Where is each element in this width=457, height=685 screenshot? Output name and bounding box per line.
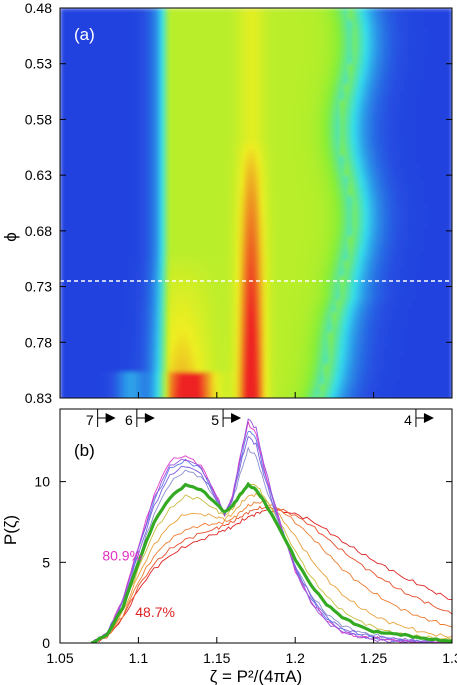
panel-b-series <box>90 418 452 643</box>
panel-b-x-tick-label: 1.05 <box>46 650 73 666</box>
panel-b-y-axis-label: P(ζ) <box>1 515 20 545</box>
top-marker-label: 5 <box>211 412 219 428</box>
panel-a-y-tick-label: 0.53 <box>25 56 52 72</box>
panel-a-y-tick-label: 0.78 <box>25 334 52 350</box>
series-line <box>91 501 452 643</box>
panel-a-y-tick-label: 0.68 <box>25 223 52 239</box>
series-line <box>91 418 452 643</box>
panel-a: 0.48 0.53 0.58 0.63 0.68 0.73 0.78 0.83 (a) ϕ <box>1 0 453 406</box>
top-marker-label: 7 <box>86 412 94 428</box>
panel-a-y-tick-label: 0.83 <box>25 390 52 406</box>
series-line <box>91 446 452 643</box>
top-marker-4: 4 <box>404 409 434 428</box>
panel-b-x-axis: 1.05 1.1 1.15 1.2 1.25 1.3 <box>46 637 457 666</box>
top-marker-label: 4 <box>404 412 412 428</box>
panel-b-top-markers: 7 6 5 4 <box>86 409 434 428</box>
panel-b-x-tick-label: 1.2 <box>285 650 305 666</box>
panel-a-y-axis: 0.48 0.53 0.58 0.63 0.68 0.73 0.78 0.83 <box>25 0 452 406</box>
panel-b-y-tick-label: 0 <box>42 635 50 651</box>
panel-b-label: (b) <box>74 441 95 460</box>
panel-b-x-tick-label: 1.15 <box>203 650 230 666</box>
panel-b-y-tick-label: 5 <box>42 554 50 570</box>
panel-a-y-axis-label: ϕ <box>1 232 20 242</box>
series-line <box>91 505 452 643</box>
panel-b-frame <box>59 408 453 644</box>
panel-b: 1.05 1.1 1.15 1.2 1.25 1.3 0 5 10 7 6 5 4 80.9% 48.… <box>1 408 457 685</box>
panel-b-x-tick-label: 1.25 <box>360 650 387 666</box>
annotation-text: 80.9% <box>102 548 142 564</box>
series-line <box>91 435 452 643</box>
highlight-series-line <box>90 481 452 643</box>
annotation-text: 48.7% <box>135 604 175 620</box>
panel-b-annotations: 80.9% 48.7% <box>102 548 175 620</box>
panel-b-y-tick-label: 10 <box>34 474 50 490</box>
panel-a-frame <box>59 7 453 399</box>
panel-a-y-tick-label: 0.73 <box>25 279 52 295</box>
series-line <box>91 420 452 643</box>
panel-b-x-tick-label: 1.1 <box>129 650 149 666</box>
series-line <box>91 483 452 643</box>
top-marker-5: 5 <box>211 409 242 428</box>
panel-b-x-axis-label: ζ = P²/(4πA) <box>210 667 302 685</box>
panel-a-y-tick-label: 0.58 <box>25 111 52 127</box>
series-line <box>91 508 452 643</box>
heatmap <box>60 8 452 398</box>
panel-b-y-axis: 0 5 10 <box>34 474 452 651</box>
panel-a-label: (a) <box>74 25 95 44</box>
top-marker-6: 6 <box>125 409 155 428</box>
top-marker-7: 7 <box>86 409 116 428</box>
panel-b-x-tick-label: 1.3 <box>442 650 457 666</box>
top-marker-label: 6 <box>125 412 133 428</box>
panel-a-y-tick-label: 0.63 <box>25 167 52 183</box>
series-line <box>91 492 452 643</box>
panel-a-y-tick-label: 0.48 <box>25 0 52 16</box>
